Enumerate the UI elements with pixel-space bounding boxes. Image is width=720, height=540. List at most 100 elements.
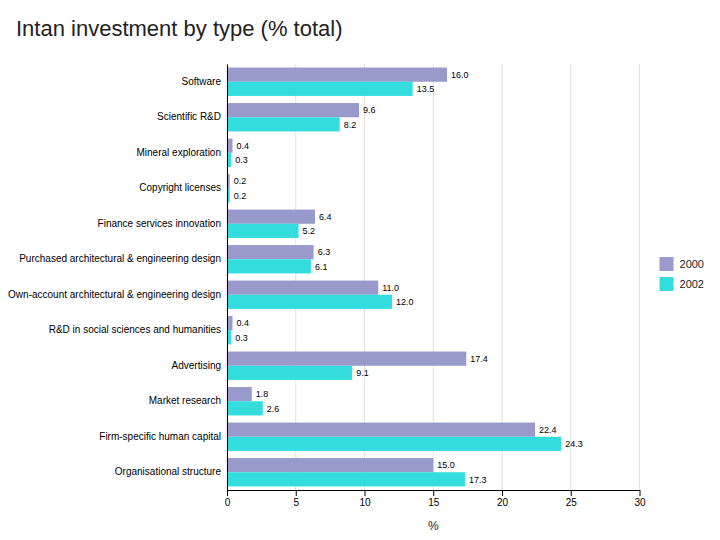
bar xyxy=(227,281,378,295)
title: Intan investment by type (% total) xyxy=(16,16,343,41)
x-tick-mark xyxy=(640,490,641,496)
data-label: 13.5 xyxy=(417,84,435,94)
bar xyxy=(227,387,252,401)
plot: 16.0 9.6 0.4 0.2 6.4 6.3 11.0 0.4 17.4 1.8 22.4 15.… xyxy=(8,64,646,508)
y-tick-label: Scientific R&D xyxy=(157,111,221,122)
bar xyxy=(227,82,413,96)
x-tick-mark xyxy=(571,490,572,496)
y-tick: R&D in social sciences and humanities xyxy=(49,324,227,335)
y-tick: Finance services innovation xyxy=(98,218,227,229)
grid-line xyxy=(639,64,640,490)
y-tick: Purchased architectural & engineering de… xyxy=(19,253,227,264)
data-label: 8.2 xyxy=(344,120,357,130)
bar xyxy=(227,423,535,437)
y-tick-label: Mineral exploration xyxy=(137,147,222,158)
x-tick-label: 10 xyxy=(359,497,371,508)
data-label: 6.1 xyxy=(315,262,328,272)
y-tick-label: R&D in social sciences and humanities xyxy=(49,324,221,335)
x-tick-mark xyxy=(502,490,503,496)
bar xyxy=(227,68,447,82)
data-label: 0.2 xyxy=(234,176,247,186)
bar xyxy=(227,401,263,415)
legend-swatch xyxy=(660,257,674,271)
data-label: 5.2 xyxy=(303,226,316,236)
data-label: 24.3 xyxy=(565,439,583,449)
y-tick-label: Firm-specific human capital xyxy=(99,431,221,442)
legend-swatch xyxy=(660,277,674,291)
bar xyxy=(227,437,561,451)
y-tick: Firm-specific human capital xyxy=(99,431,227,442)
x-tick-label: 20 xyxy=(497,497,509,508)
bar xyxy=(227,117,340,131)
bar xyxy=(227,259,311,273)
data-label: 6.4 xyxy=(319,212,332,222)
y-tick-label: Advertising xyxy=(172,360,221,371)
x-axis-title: % xyxy=(428,519,439,533)
grid-line xyxy=(570,64,571,490)
x-tick-label: 25 xyxy=(566,497,578,508)
x-tick-label: 15 xyxy=(428,497,440,508)
bar xyxy=(227,103,359,117)
x-tick-mark xyxy=(227,490,228,496)
data-label: 0.4 xyxy=(237,318,250,328)
data-label: 6.3 xyxy=(318,247,331,257)
x-tick: 30 xyxy=(634,490,646,508)
x-tick-label: 5 xyxy=(293,497,299,508)
data-label: 16.0 xyxy=(451,70,469,80)
data-label: 15.0 xyxy=(437,460,455,470)
legend-item: 2002 xyxy=(660,277,704,291)
data-label: 12.0 xyxy=(396,297,414,307)
data-label: 9.1 xyxy=(356,368,369,378)
legend-label: 2000 xyxy=(680,258,704,270)
x-tick-mark xyxy=(365,490,366,496)
data-label: 0.2 xyxy=(234,191,247,201)
x-tick-mark xyxy=(433,490,434,496)
x-tick-label: 30 xyxy=(634,497,646,508)
bar xyxy=(227,295,392,309)
data-label: 0.3 xyxy=(235,333,248,343)
y-tick: Mineral exploration xyxy=(137,147,228,158)
data-label: 9.6 xyxy=(363,105,376,115)
bar xyxy=(227,458,433,472)
x-tick: 10 xyxy=(359,490,371,508)
y-tick: Advertising xyxy=(172,360,227,371)
y-axis-line xyxy=(227,65,228,491)
x-tick: 0 xyxy=(225,490,231,508)
bar xyxy=(227,472,465,486)
grid-line xyxy=(227,64,228,490)
y-tick: Market research xyxy=(149,395,227,406)
grid xyxy=(227,64,640,490)
bar xyxy=(227,210,315,224)
x-tick: 15 xyxy=(428,490,440,508)
y-tick-label: Software xyxy=(182,76,222,87)
x-axis: 0 5 10 15 20 25 30 xyxy=(225,490,646,508)
y-tick-label: Organisational structure xyxy=(115,466,222,477)
y-tick-label: Copyright licenses xyxy=(139,182,221,193)
bar xyxy=(227,245,314,259)
x-tick-label: 0 xyxy=(225,497,231,508)
data-label: 17.3 xyxy=(469,475,487,485)
bar xyxy=(227,366,352,380)
bar xyxy=(227,224,299,238)
y-axis: Software Scientific R&D Mineral exploratio… xyxy=(8,65,227,491)
x-tick: 5 xyxy=(293,490,299,508)
data-label: 0.3 xyxy=(235,155,248,165)
y-tick-label: Market research xyxy=(149,395,221,406)
y-tick-label: Own-account architectural & engineering … xyxy=(8,289,221,300)
data-label: 0.4 xyxy=(237,141,250,151)
legend-label: 2002 xyxy=(680,278,704,290)
y-tick-label: Purchased architectural & engineering de… xyxy=(19,253,221,264)
data-label: 2.6 xyxy=(267,404,280,414)
chart: Intan investment by type (% total) 16.0 9.… xyxy=(0,0,720,540)
bars xyxy=(227,68,561,487)
legend-item: 2000 xyxy=(660,257,704,271)
data-label: 11.0 xyxy=(382,283,399,293)
x-tick: 25 xyxy=(566,490,578,508)
y-tick: Own-account architectural & engineering … xyxy=(8,289,227,300)
bar xyxy=(227,352,466,366)
data-labels: 16.0 9.6 0.4 0.2 6.4 6.3 11.0 0.4 17.4 1.8 22.4 15.… xyxy=(234,70,583,485)
data-label: 1.8 xyxy=(256,389,269,399)
y-tick: Scientific R&D xyxy=(157,111,227,122)
data-label: 17.4 xyxy=(470,354,488,364)
data-label: 22.4 xyxy=(539,425,557,435)
